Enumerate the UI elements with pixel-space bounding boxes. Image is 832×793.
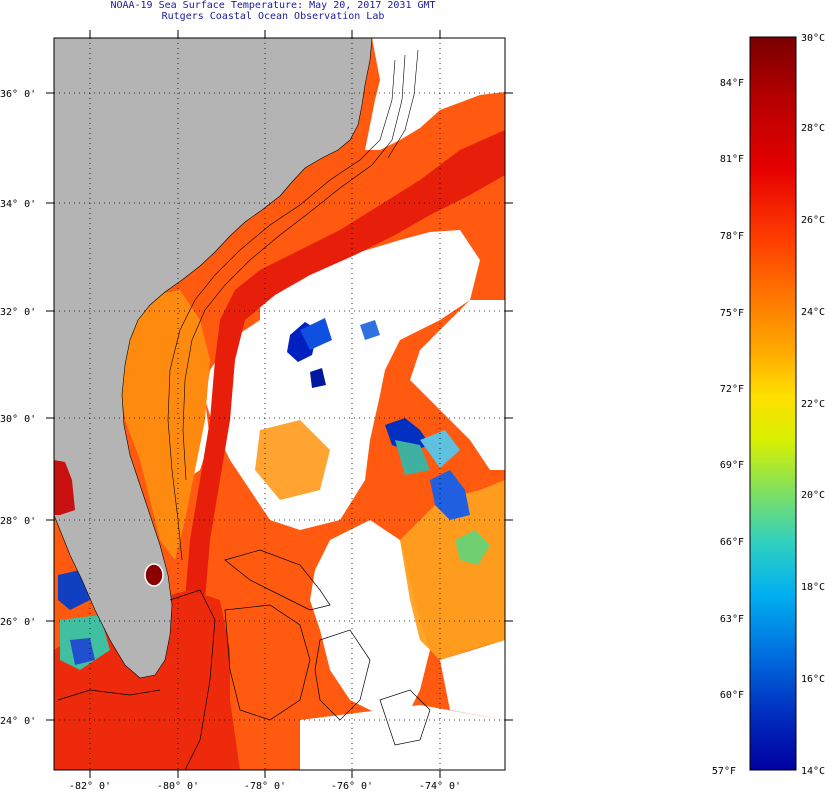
cloud-mask-south bbox=[310, 520, 430, 715]
orange-water-southeast bbox=[400, 480, 505, 660]
lon-label: -82° 0' bbox=[69, 781, 111, 792]
axis-ticks bbox=[46, 30, 513, 778]
map-frame bbox=[53, 37, 506, 771]
gulf-of-mexico-water bbox=[54, 460, 75, 515]
lake-okeechobee bbox=[144, 563, 164, 587]
lat-label: 34° 0' bbox=[0, 199, 36, 210]
orange-water-central bbox=[255, 420, 330, 500]
colorbar-fahrenheit-label: 60°F bbox=[720, 690, 744, 701]
orange-water-nearshore bbox=[120, 290, 210, 560]
map-subtitle: Rutgers Coastal Ocean Observation Lab bbox=[161, 11, 385, 22]
colorbar-celsius-label: 14°C bbox=[801, 766, 825, 777]
colorbar-celsius-label: 20°C bbox=[801, 490, 825, 501]
colorbar-fahrenheit-label: 63°F bbox=[720, 614, 744, 625]
cold-patches bbox=[58, 318, 490, 670]
lon-label: -80° 0' bbox=[157, 781, 199, 792]
lat-label: 28° 0' bbox=[0, 516, 36, 527]
lat-label: 24° 0' bbox=[0, 716, 36, 727]
colorbar-celsius-label: 24°C bbox=[801, 307, 825, 318]
lat-label: 36° 0' bbox=[0, 89, 36, 100]
lat-label: 32° 0' bbox=[0, 307, 36, 318]
colorbar-celsius-label: 28°C bbox=[801, 123, 825, 134]
colorbar-fahrenheit-label: 78°F bbox=[720, 231, 744, 242]
colorbar-fahrenheit-label: 57°F bbox=[712, 766, 736, 777]
longitude-labels: -82° 0' -80° 0' -78° 0' -76° 0' -74° 0' bbox=[69, 781, 461, 792]
colorbar-celsius-label: 18°C bbox=[801, 582, 825, 593]
cloud-mask-bottom-right bbox=[440, 640, 505, 720]
colorbar-fahrenheit-labels: 84°F 81°F 78°F 75°F 72°F 69°F 66°F 63°F … bbox=[712, 78, 744, 777]
cloud-mask-northeast bbox=[365, 38, 505, 150]
lat-label: 30° 0' bbox=[0, 414, 36, 425]
lon-label: -78° 0' bbox=[244, 781, 286, 792]
colorbar-celsius-label: 16°C bbox=[801, 674, 825, 685]
land-southeast-us bbox=[54, 38, 373, 679]
graticule bbox=[54, 38, 505, 770]
colorbar-fahrenheit-label: 75°F bbox=[720, 308, 744, 319]
lon-label: -76° 0' bbox=[331, 781, 373, 792]
bathymetry-contours bbox=[167, 49, 419, 561]
map-area bbox=[54, 38, 505, 770]
bahamas-banks bbox=[57, 549, 431, 770]
map-title: NOAA-19 Sea Surface Temperature: May 20,… bbox=[110, 0, 436, 11]
gulf-stream bbox=[155, 130, 505, 770]
colorbar-celsius-labels: 30°C 28°C 26°C 24°C 22°C 20°C 18°C 16°C … bbox=[801, 33, 825, 777]
latitude-labels: 36° 0' 34° 0' 32° 0' 30° 0' 28° 0' 26° 0… bbox=[0, 89, 36, 727]
colorbar-celsius-label: 26°C bbox=[801, 215, 825, 226]
colorbar-fahrenheit-label: 84°F bbox=[720, 78, 744, 89]
lon-label: -74° 0' bbox=[419, 781, 461, 792]
colorbar-fahrenheit-label: 72°F bbox=[720, 384, 744, 395]
lat-label: 26° 0' bbox=[0, 617, 36, 628]
colorbar-bar bbox=[749, 36, 797, 771]
colorbar-fahrenheit-label: 81°F bbox=[720, 154, 744, 165]
colorbar-fahrenheit-label: 66°F bbox=[720, 537, 744, 548]
cloud-mask-bottom bbox=[300, 705, 505, 770]
colorbar-celsius-label: 30°C bbox=[801, 33, 825, 44]
cloud-mask-east bbox=[410, 300, 505, 470]
colorbar: 30°C 28°C 26°C 24°C 22°C 20°C 18°C 16°C … bbox=[712, 33, 825, 777]
colorbar-fahrenheit-label: 69°F bbox=[720, 460, 744, 471]
colorbar-celsius-label: 22°C bbox=[801, 399, 825, 410]
